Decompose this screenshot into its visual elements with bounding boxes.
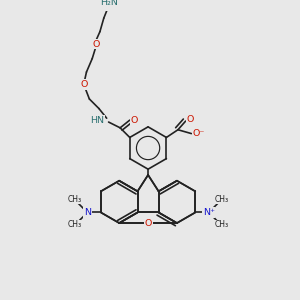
Text: O: O: [131, 116, 138, 124]
Text: O: O: [187, 115, 194, 124]
Text: O⁻: O⁻: [193, 129, 205, 138]
Text: HN: HN: [90, 116, 104, 124]
Text: CH₃: CH₃: [68, 194, 82, 203]
Text: CH₃: CH₃: [214, 194, 228, 203]
Text: CH₃: CH₃: [68, 220, 82, 230]
Text: O: O: [92, 40, 100, 49]
Text: N⁺: N⁺: [203, 208, 215, 217]
Text: H₂N: H₂N: [100, 0, 118, 7]
Text: CH₃: CH₃: [214, 220, 228, 230]
Text: N: N: [84, 208, 91, 217]
Text: O: O: [81, 80, 88, 89]
Text: O: O: [144, 218, 152, 227]
